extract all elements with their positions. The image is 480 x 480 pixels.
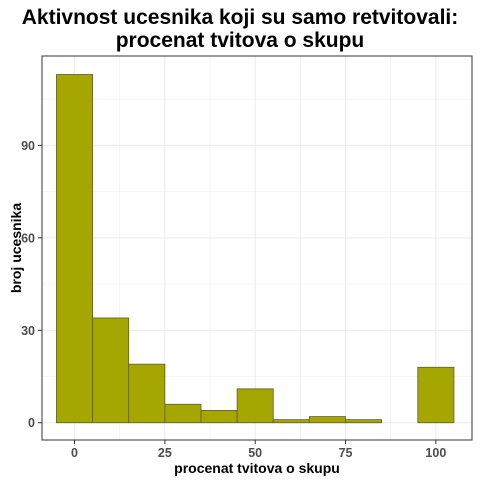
histogram-bars: [56, 74, 455, 424]
histogram-bar: [236, 388, 274, 424]
y-tick-label: 90: [21, 139, 35, 153]
x-tick-label: 25: [158, 446, 172, 460]
chart-title-line-1: Aktivnost ucesnika koji su samo retvitov…: [21, 6, 459, 29]
y-tick-label: 30: [21, 324, 35, 338]
x-tick-label: 100: [425, 446, 446, 460]
histogram-bar: [308, 416, 346, 424]
chart-title: Aktivnost ucesnika koji su samo retvitov…: [0, 6, 480, 52]
x-tick-label: 75: [339, 446, 353, 460]
y-axis-title: broj ucesnika: [8, 203, 24, 293]
histogram-bar: [56, 74, 93, 424]
panel-border: [41, 55, 473, 441]
axis-ticks: 0 25 50 75 100 0 30 60 90: [21, 139, 446, 460]
x-tick-label: 50: [248, 446, 262, 460]
x-axis-title: procenat tvitova o skupu: [174, 460, 340, 476]
y-tick-label: 60: [21, 231, 35, 245]
histogram-bar: [128, 363, 166, 424]
histogram-bar: [345, 419, 383, 424]
histogram-bar: [200, 410, 238, 424]
y-tick-label: 0: [28, 416, 35, 430]
histogram-bar: [92, 317, 130, 424]
histogram-bar: [164, 403, 202, 424]
histogram-bar: [417, 366, 455, 424]
chart-title-line-2: procenat tvitova o skupu: [115, 29, 365, 52]
histogram-bar: [272, 419, 310, 424]
x-tick-label: 0: [71, 446, 78, 460]
